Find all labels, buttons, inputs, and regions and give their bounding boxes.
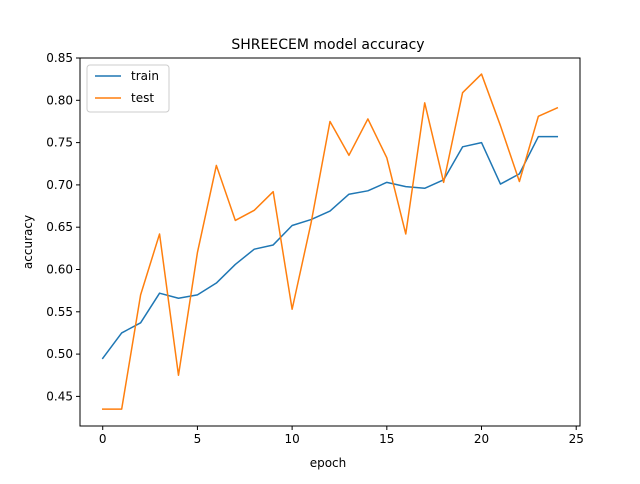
series-layer [101, 73, 559, 410]
x-axis: 0 5 10 15 20 25 [99, 426, 584, 446]
x-tick-label: 5 [194, 432, 202, 446]
legend: train test [86, 64, 170, 113]
x-tick-label: 25 [569, 432, 584, 446]
legend-label-train: train [131, 69, 159, 83]
legend-label-test: test [131, 91, 154, 105]
chart-title: SHREECEM model accuracy [231, 37, 424, 53]
x-tick-label: 10 [284, 432, 299, 446]
plot-frame [79, 57, 581, 427]
x-axis-label: epoch [310, 456, 347, 470]
y-tick-label: 0.75 [46, 136, 73, 150]
series-line-test [101, 73, 559, 410]
y-tick-label: 0.65 [46, 220, 73, 234]
y-tick-label: 0.60 [46, 262, 73, 276]
y-tick-label: 0.55 [46, 305, 73, 319]
x-tick-label: 15 [379, 432, 394, 446]
x-tick-label: 20 [474, 432, 489, 446]
y-axis-label: accuracy [21, 215, 35, 269]
y-tick-label: 0.50 [46, 347, 73, 361]
y-axis: 0.45 0.50 0.55 0.60 0.65 0.70 0.75 0.80 0.85 [46, 51, 80, 403]
x-tick-label: 0 [99, 432, 107, 446]
series-line-train [101, 135, 559, 360]
y-tick-label: 0.85 [46, 51, 73, 65]
y-tick-label: 0.80 [46, 93, 73, 107]
y-tick-label: 0.45 [46, 389, 73, 403]
y-tick-label: 0.70 [46, 178, 73, 192]
